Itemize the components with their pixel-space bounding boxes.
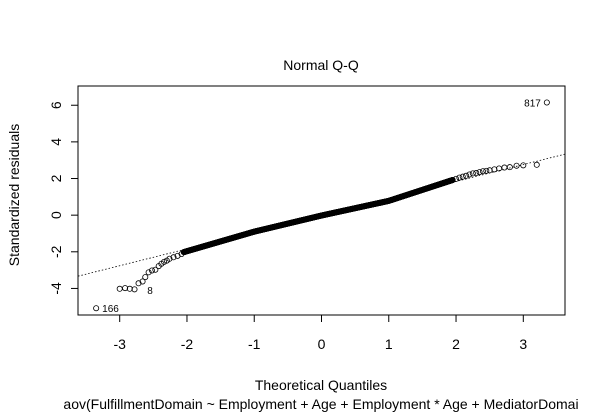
data-point — [122, 285, 129, 292]
x-tick-label: -2 — [181, 336, 194, 352]
chart-title: Normal Q-Q — [283, 57, 359, 73]
data-point — [456, 174, 463, 181]
data-point — [479, 168, 486, 175]
data-point — [131, 286, 138, 293]
data-point — [126, 285, 133, 292]
x-tick-label: 0 — [318, 336, 326, 352]
y-tick-label: 2 — [48, 174, 64, 182]
data-point — [145, 269, 152, 276]
data-point — [506, 164, 513, 171]
data-point — [473, 170, 480, 177]
point-labels: 817 166 8 — [102, 98, 541, 315]
data-point — [533, 161, 540, 168]
data-point — [93, 305, 100, 312]
model-subtitle: aov(FulfillmentDomain ~ Employment + Age… — [63, 396, 578, 412]
data-point — [142, 274, 149, 281]
data-point — [453, 175, 460, 182]
data-point — [463, 172, 470, 179]
point-label-817: 817 — [524, 98, 541, 109]
data-point — [483, 167, 490, 174]
data-point — [501, 164, 508, 171]
y-axis-label: Standardized residuals — [6, 124, 22, 266]
data-point — [469, 170, 476, 177]
y-tick-label: 0 — [48, 211, 64, 219]
plot-frame — [77, 85, 566, 316]
point-label-8: 8 — [147, 286, 153, 297]
data-point — [543, 99, 550, 106]
x-tick-label: -3 — [113, 336, 126, 352]
y-axis: -4 -2 0 2 4 6 — [48, 101, 79, 295]
x-tick-label: 3 — [519, 336, 527, 352]
x-axis-label: Theoretical Quantiles — [255, 377, 387, 393]
data-point — [466, 171, 473, 178]
point-label-166: 166 — [102, 304, 119, 315]
data-point — [166, 255, 173, 262]
x-tick-label: 2 — [452, 336, 460, 352]
x-tick-label: 1 — [385, 336, 393, 352]
data-point — [476, 169, 483, 176]
data-point — [148, 267, 155, 274]
data-point — [520, 162, 527, 169]
y-tick-label: 4 — [48, 138, 64, 146]
y-tick-label: -4 — [48, 282, 64, 295]
data-point — [116, 285, 123, 292]
data-point — [152, 266, 159, 273]
y-tick-label: 6 — [48, 101, 64, 109]
data-point — [491, 166, 498, 173]
data-point — [449, 176, 456, 183]
x-tick-label: -1 — [248, 336, 261, 352]
data-point — [513, 162, 520, 169]
y-tick-label: -2 — [48, 245, 64, 258]
data-point — [139, 278, 146, 285]
data-point — [170, 254, 177, 261]
data-point — [486, 167, 493, 174]
data-point — [459, 173, 466, 180]
x-axis: -3 -2 -1 0 1 2 3 — [113, 314, 527, 352]
data-points — [93, 99, 550, 312]
